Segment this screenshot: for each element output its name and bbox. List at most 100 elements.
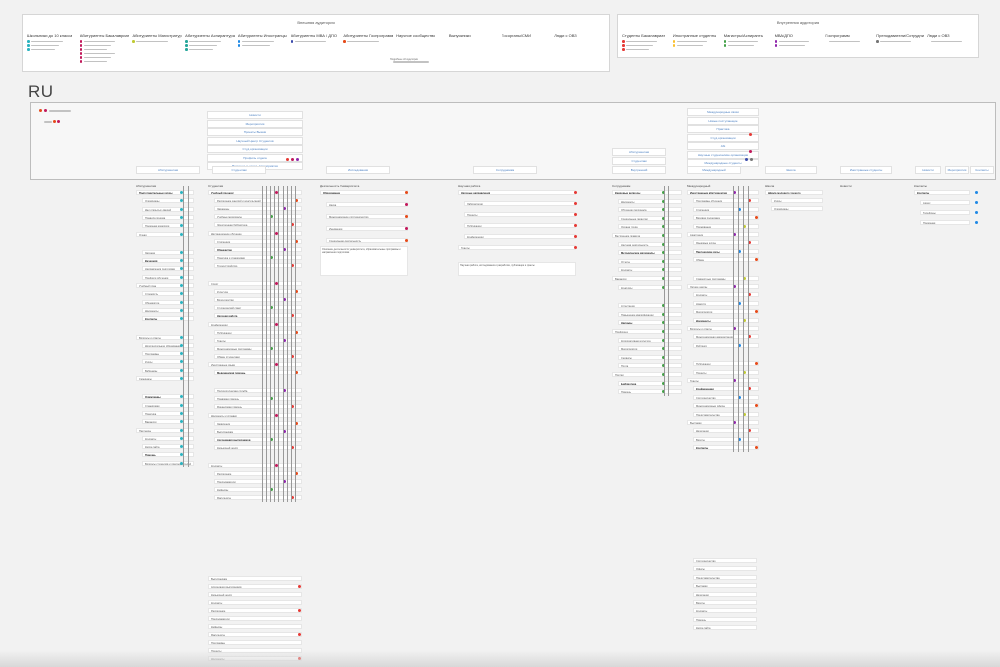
side-nav-card[interactable]: Студентам (612, 157, 666, 165)
sitemap-node[interactable]: Документы и справки (208, 412, 302, 418)
sitemap-node[interactable]: Кафедры (214, 487, 302, 493)
sitemap-node[interactable]: Международное сотрудничество (326, 214, 408, 219)
sitemap-node[interactable]: Корпоративная культура (618, 337, 682, 343)
sitemap-node[interactable]: Контакты (142, 435, 194, 441)
sitemap-node[interactable]: Контакты (208, 600, 302, 605)
sitemap-node[interactable]: Подготовительные курсы (136, 190, 194, 195)
sitemap-node[interactable]: Почта (618, 363, 682, 369)
sitemap-node[interactable]: Контакты (693, 445, 759, 451)
sitemap-node[interactable]: Кадровые вопросы (612, 190, 682, 195)
sitemap-node[interactable]: Карьерный центр (208, 592, 302, 597)
sitemap-node[interactable]: Медицинская помощь (214, 370, 302, 376)
sitemap-node[interactable]: Контакты (618, 267, 682, 273)
sitemap-node[interactable]: Научная деятельность (618, 241, 682, 247)
nav-row-card[interactable]: Внутренний (612, 166, 666, 174)
sitemap-node[interactable]: Наука (326, 202, 408, 207)
sitemap-node[interactable]: Вопросы студентов и преподавателей (142, 460, 194, 466)
sitemap-node[interactable]: Повышение квалификации (618, 311, 682, 317)
top-nav-card[interactable]: Профиль отдела (207, 153, 303, 162)
sitemap-node[interactable]: Сотрудничество (693, 558, 757, 563)
sitemap-node[interactable]: Научная работа (214, 313, 302, 319)
sitemap-node[interactable]: Гранты (214, 337, 302, 343)
top-nav-card[interactable]: Студ.организации (207, 145, 303, 153)
sitemap-node[interactable]: Летние школы (687, 284, 759, 289)
sitemap-node[interactable]: Гранты (458, 245, 576, 250)
sitemap-node[interactable]: Обмен студентами (214, 353, 302, 359)
sitemap-node[interactable]: Электронная библиотека (214, 222, 302, 228)
sitemap-node[interactable]: Социальные гарантии (618, 215, 682, 221)
sitemap-node[interactable]: Награды (618, 320, 682, 326)
nav-row-card[interactable]: Контакты (970, 166, 994, 174)
sitemap-node[interactable]: Инновации (326, 226, 408, 231)
sitemap-node[interactable]: Экзамены (214, 206, 302, 212)
sitemap-node[interactable]: Партнеры (136, 427, 194, 433)
sitemap-node[interactable]: Международные программы (214, 345, 302, 351)
top-nav-card[interactable]: Научный Центр Студентов (207, 136, 303, 145)
side-nav-card[interactable]: Абитуриентам (612, 148, 666, 156)
sitemap-node[interactable]: Студенческий совет (214, 305, 302, 311)
sitemap-node[interactable]: Программы (208, 640, 302, 645)
sitemap-node[interactable]: Расписание (208, 608, 302, 613)
sitemap-node[interactable]: Мероприятия (618, 346, 682, 352)
sitemap-node[interactable]: Визиты (693, 436, 759, 442)
sitemap-node[interactable]: Международные офисы (693, 403, 759, 409)
sitemap-node[interactable]: Заявления (214, 420, 302, 426)
sitemap-node[interactable]: Адрес (920, 200, 970, 205)
sitemap-node[interactable]: Библиотека (618, 380, 682, 386)
sitemap-node[interactable]: Учебный процесс (208, 190, 302, 195)
sitemap-node[interactable]: Дистанционное обучение (208, 230, 302, 236)
sitemap-node[interactable]: Приемная (920, 220, 970, 225)
sitemap-node[interactable]: Практика (142, 410, 194, 416)
nav-row-card[interactable]: Студентам (212, 166, 266, 174)
sitemap-node[interactable]: Программы (142, 351, 194, 357)
sitemap-node[interactable]: Документы (142, 307, 194, 313)
sitemap-node[interactable]: Выставки (687, 420, 759, 425)
sitemap-node[interactable]: Карта сайта (142, 444, 194, 450)
sitemap-node[interactable]: Мероприятия (693, 309, 759, 315)
nav-row-card[interactable]: Школа (765, 166, 817, 174)
sitemap-node[interactable]: Семинары (136, 376, 194, 381)
sitemap-node[interactable]: Образование (320, 190, 408, 195)
sitemap-node[interactable]: Приемная комиссия (142, 223, 194, 229)
sitemap-node[interactable]: Гранты (687, 378, 759, 383)
sitemap-node[interactable]: Международная аккредитация (693, 334, 759, 340)
sitemap-node[interactable]: Научные направления (458, 190, 576, 195)
sitemap-node[interactable]: Правила приема (142, 214, 194, 220)
sitemap-node[interactable]: Факультеты (214, 495, 302, 501)
sitemap-node[interactable]: Проекты (693, 369, 759, 375)
sitemap-node[interactable]: Конференции (208, 321, 302, 327)
sitemap-node[interactable]: Контакты (914, 190, 970, 195)
sitemap-node[interactable]: Контакты (142, 316, 194, 322)
sitemap-node[interactable]: Представительства (693, 574, 757, 580)
sitemap-node[interactable]: Публикации (464, 223, 576, 228)
sitemap-node[interactable]: Проживание (693, 223, 759, 229)
sitemap-node[interactable]: Помощь (618, 389, 682, 395)
nav-row-card[interactable]: Иностранные студенты (840, 166, 892, 174)
top-nav-card[interactable]: Abt (687, 142, 759, 150)
sitemap-node[interactable]: Дополнительное образование (142, 342, 194, 348)
sitemap-node[interactable]: Общежитие (214, 246, 302, 252)
top-nav-card[interactable]: Мероприятия (207, 119, 303, 128)
sitemap-node[interactable]: Контакты (208, 463, 302, 468)
sitemap-node[interactable]: Учебные материалы (214, 214, 302, 220)
sitemap-node[interactable]: Делегации (693, 428, 759, 434)
sitemap-node[interactable]: Отчеты (618, 258, 682, 264)
sitemap-node[interactable]: Помощь (142, 452, 194, 458)
sitemap-node[interactable]: Практика и стажировки (214, 254, 302, 260)
top-nav-card[interactable]: Проекты Вышки (207, 128, 303, 136)
sitemap-node[interactable]: Конференции (693, 386, 759, 392)
sitemap-node[interactable]: Выставки (693, 583, 757, 589)
sitemap-node[interactable]: Вечерняя (142, 258, 194, 264)
sitemap-node[interactable]: Аттестация (618, 303, 682, 309)
top-nav-card[interactable]: Новости (207, 111, 303, 119)
sitemap-node[interactable]: Контакты (693, 608, 757, 614)
sitemap-node[interactable]: Стипендии (693, 206, 759, 212)
sitemap-node[interactable]: Вакансии (142, 419, 194, 425)
sitemap-node[interactable]: Партнерские вузы (693, 248, 759, 254)
sitemap-node[interactable]: Конкурсы (618, 284, 682, 290)
sitemap-node[interactable]: Учебный план (136, 283, 194, 288)
sitemap-node[interactable]: Вопросы и ответы (136, 334, 194, 340)
top-nav-card[interactable]: Практика (687, 125, 759, 133)
sitemap-node[interactable]: Программы обучения (693, 198, 759, 204)
sitemap-node[interactable]: Сотрудничество (693, 394, 759, 400)
